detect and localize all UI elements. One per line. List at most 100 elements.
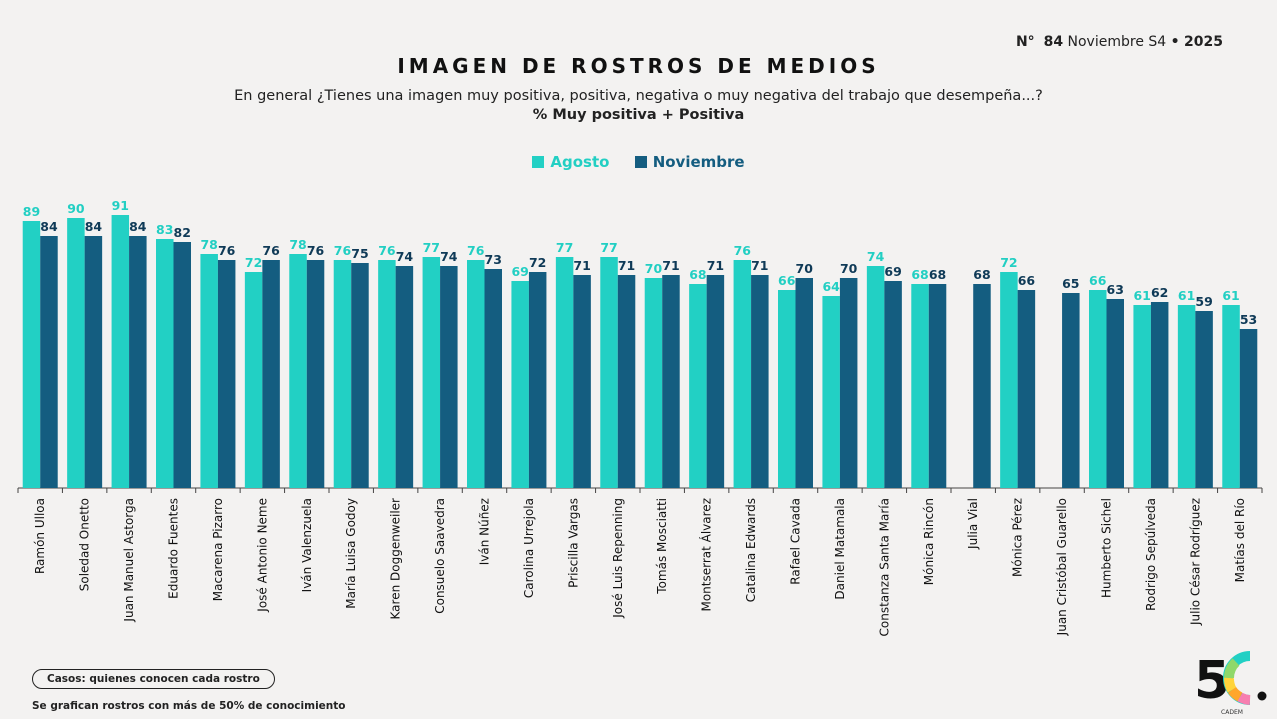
legend-label-noviembre: Noviembre (652, 153, 745, 171)
category-label: José Luis Repenning (611, 498, 625, 619)
category-label: Rafael Cavada (789, 498, 803, 585)
bar-agosto (22, 221, 41, 488)
bar-agosto (467, 260, 485, 488)
category-label: María Luisa Godoy (344, 498, 358, 609)
bar-noviembre (1195, 311, 1213, 488)
legend-label-agosto: Agosto (550, 153, 610, 171)
data-label-agosto: 77 (423, 240, 440, 255)
data-label-noviembre: 53 (1240, 312, 1257, 327)
bar-agosto (1000, 272, 1018, 488)
data-label-agosto: 68 (911, 267, 928, 282)
category-label: Julio César Rodríguez (1188, 498, 1202, 626)
cadem-logo: 5 CADEM (1194, 651, 1267, 716)
data-label-agosto: 72 (245, 255, 262, 270)
bar-agosto (600, 257, 618, 488)
category-label: Juan Manuel Astorga (122, 498, 136, 623)
bar-noviembre (84, 236, 103, 488)
data-label-agosto: 77 (600, 240, 617, 255)
category-label: Iván Valenzuela (300, 498, 314, 592)
category-label: Macarena Pizarro (211, 498, 225, 601)
bar-noviembre (1150, 302, 1169, 488)
bar-noviembre (217, 260, 236, 488)
legend-swatch-noviembre (634, 156, 647, 168)
bar-agosto (866, 266, 885, 488)
category-label: Consuelo Saavedra (433, 498, 447, 614)
data-label-noviembre: 84 (129, 219, 147, 234)
issue-year: 2025 (1184, 34, 1223, 50)
data-label-noviembre: 76 (218, 243, 236, 258)
bar-agosto (67, 218, 85, 488)
category-label: José Antonio Neme (255, 498, 269, 613)
category-label: Tomás Mosciatti (655, 498, 669, 595)
bar-agosto (378, 260, 396, 488)
bar-agosto (689, 284, 707, 488)
data-label-noviembre: 59 (1195, 294, 1212, 309)
bar-noviembre (973, 284, 991, 488)
bar-agosto (1133, 305, 1151, 488)
data-label-noviembre: 71 (751, 258, 768, 273)
bar-noviembre (440, 266, 458, 488)
data-label-noviembre: 74 (440, 249, 458, 264)
category-label: Eduardo Fuentes (167, 498, 181, 599)
bar-agosto (644, 278, 663, 488)
issue-number: 84 (1043, 34, 1064, 50)
bar-noviembre (484, 269, 502, 488)
data-label-noviembre: 84 (85, 219, 103, 234)
legend-item-noviembre: Noviembre (634, 153, 745, 171)
bar-agosto (244, 272, 263, 488)
bar-noviembre (928, 284, 947, 488)
issue-period: Noviembre S4 (1067, 34, 1167, 50)
data-label-agosto: 91 (112, 198, 129, 213)
bar-noviembre (528, 272, 547, 488)
category-label: Constanza Santa María (877, 498, 891, 637)
category-label: Rodrigo Sepúlveda (1144, 498, 1158, 611)
bar-agosto (822, 296, 840, 488)
data-label-noviembre: 68 (973, 267, 990, 282)
data-label-agosto: 76 (334, 243, 352, 258)
data-label-agosto: 89 (23, 204, 40, 219)
logo-arc-yellow (1224, 677, 1237, 693)
data-label-agosto: 72 (1000, 255, 1017, 270)
logo-arc-green (1224, 658, 1240, 679)
category-label: Humberto Sichel (1100, 498, 1114, 598)
bar-noviembre (306, 260, 325, 488)
category-label: Juan Cristóbal Guarello (1055, 498, 1069, 636)
logo-dot (1257, 691, 1267, 701)
legend: Agosto Noviembre (0, 153, 1277, 172)
data-label-noviembre: 76 (307, 243, 325, 258)
category-label: Ramón Ulloa (33, 498, 47, 574)
bar-agosto (156, 239, 174, 488)
bar-noviembre (617, 275, 636, 488)
bar-noviembre (573, 275, 591, 488)
data-label-noviembre: 75 (351, 246, 368, 261)
chart-metric: % Muy positiva + Positiva (532, 107, 745, 123)
bar-noviembre (40, 236, 58, 488)
data-label-agosto: 66 (778, 273, 796, 288)
category-label: Montserrat Álvarez (699, 498, 714, 612)
bar-noviembre (262, 260, 280, 488)
footnote: Se grafican rostros con más de 50% de co… (32, 700, 346, 712)
issue-info: N° 84 Noviembre S4 • 2025 (1016, 34, 1223, 50)
logo-arc-pink (1237, 692, 1251, 705)
bar-noviembre (795, 278, 813, 488)
issue-separator: • (1170, 34, 1180, 50)
data-label-noviembre: 69 (884, 264, 901, 279)
category-label: Daniel Matamala (833, 498, 847, 600)
category-label: Mónica Pérez (1011, 498, 1025, 577)
data-label-agosto: 77 (556, 240, 573, 255)
data-label-noviembre: 73 (485, 252, 502, 267)
data-label-agosto: 61 (1133, 288, 1150, 303)
bar-agosto (422, 257, 441, 488)
data-label-noviembre: 71 (618, 258, 635, 273)
data-label-noviembre: 66 (1018, 273, 1036, 288)
data-label-noviembre: 62 (1151, 285, 1168, 300)
category-label: Priscilla Vargas (566, 498, 580, 588)
data-label-noviembre: 84 (40, 219, 58, 234)
data-label-noviembre: 68 (929, 267, 946, 282)
bar-noviembre (1017, 290, 1036, 488)
data-label-agosto: 78 (289, 237, 306, 252)
data-label-agosto: 83 (156, 222, 173, 237)
data-label-noviembre: 63 (1107, 282, 1124, 297)
data-label-agosto: 61 (1178, 288, 1195, 303)
